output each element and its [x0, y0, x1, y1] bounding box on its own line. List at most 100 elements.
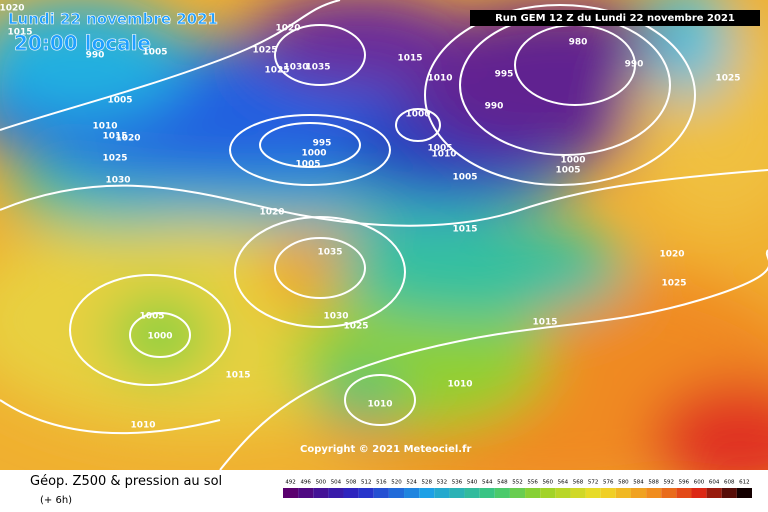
colorbar-label: 500 — [316, 480, 327, 486]
colorbar-label: 508 — [346, 480, 357, 486]
colorbar-cell — [449, 488, 465, 498]
isobar-label: 995 — [495, 70, 514, 80]
colorbar-label: 540 — [467, 480, 478, 486]
isobar-label: 990 — [86, 51, 105, 61]
colorbar-cell — [479, 488, 495, 498]
colorbar-label: 564 — [558, 480, 569, 486]
isobar-label: 1005 — [555, 166, 580, 176]
isobar-label: 1005 — [139, 312, 164, 322]
footer-title: Géop. Z500 & pression au sol — [30, 474, 222, 489]
isobar-label: 1005 — [142, 48, 167, 58]
isobar-label: 1030 — [105, 176, 130, 186]
colorbar: 492 496 500 504 508 512 516 520 524 528 532 536 540 5… — [283, 480, 752, 498]
colorbar-cell — [661, 488, 677, 498]
colorbar-cell — [630, 488, 647, 498]
colorbar-label: 524 — [406, 480, 417, 486]
colorbar-cell — [358, 488, 374, 498]
colorbar-cell — [343, 488, 359, 498]
colorbar-cell — [646, 488, 662, 498]
colorbar-label: 492 — [285, 480, 296, 486]
colorbar-cell — [676, 488, 692, 498]
colorbar-cell — [313, 488, 329, 498]
run-banner — [470, 10, 760, 26]
isobar-label: 1005 — [107, 96, 132, 106]
isobar-label: 1000 — [301, 149, 326, 159]
colorbar-label: 584 — [633, 480, 644, 486]
colorbar-label: 612 — [739, 480, 750, 486]
colorbar-cell — [373, 488, 389, 498]
colorbar-label: 536 — [452, 480, 463, 486]
colorbar-label: 568 — [573, 480, 584, 486]
isobar-label: 1015 — [225, 371, 250, 381]
colorbar-label: 552 — [512, 480, 523, 486]
isobar-label: 1030 — [323, 312, 348, 322]
colorbar-label: 496 — [300, 480, 311, 486]
isobar-label: 1020 — [0, 4, 25, 14]
colorbar-label: 512 — [361, 480, 372, 486]
isobar-label: 1025 — [252, 46, 277, 56]
colorbar-label: 560 — [543, 480, 554, 486]
colorbar-label: 572 — [588, 480, 599, 486]
isobar-label: 1010 — [427, 74, 452, 84]
colorbar-label: 516 — [376, 480, 387, 486]
isobar-label: 1025 — [102, 154, 127, 164]
date-label: Lundi 22 novembre 2021 — [8, 10, 218, 28]
colorbar-label: 576 — [603, 480, 614, 486]
colorbar-cell — [494, 488, 510, 498]
colorbar-cell — [419, 488, 435, 498]
colorbar-cell — [328, 488, 344, 498]
isobar-label: 1020 — [659, 250, 684, 260]
isobar-label: 1020 — [275, 24, 300, 34]
colorbar-label: 596 — [679, 480, 690, 486]
isobar-label: 1015 — [532, 318, 557, 328]
isobar-label: 1005 — [452, 173, 477, 183]
colorbar-cell — [283, 488, 299, 498]
colorbar-cell — [691, 488, 707, 498]
colorbar-label: 528 — [421, 480, 432, 486]
colorbar-cell — [540, 488, 556, 498]
colorbar-label: 588 — [648, 480, 659, 486]
isobar-label: 1015 — [7, 28, 32, 38]
footer-step: (+ 6h) — [40, 495, 72, 506]
colorbar-cell — [388, 488, 405, 498]
colorbar-label: 600 — [694, 480, 705, 486]
isobar-label: 1000 — [405, 110, 430, 120]
isobar-label: 1000 — [560, 156, 585, 166]
isobar-label: 1035 — [305, 63, 330, 73]
colorbar-label: 548 — [497, 480, 508, 486]
colorbar-cell — [555, 488, 571, 498]
colorbar-cell — [509, 488, 526, 498]
colorbar-cell — [404, 488, 420, 498]
colorbar-cell — [585, 488, 601, 498]
isobar-label: 1010 — [92, 122, 117, 132]
colorbar-label: 580 — [618, 480, 629, 486]
colorbar-cell — [721, 488, 737, 498]
isobar-label: 980 — [569, 38, 588, 48]
isobar-label: 1025 — [264, 66, 289, 76]
colorbar-cell — [600, 488, 616, 498]
isobar-label: 1005 — [427, 144, 452, 154]
isobar-label: 1005 — [295, 160, 320, 170]
isobar-label: 1010 — [367, 400, 392, 410]
isobar-label: 1025 — [715, 74, 740, 84]
time-label: 20:00 locale — [14, 31, 151, 55]
copyright: Copyright © 2021 Meteociel.fr — [300, 444, 471, 455]
colorbar-cell — [525, 488, 541, 498]
isobar-label: 1025 — [661, 279, 686, 289]
isobar-label: 1020 — [259, 208, 284, 218]
colorbar-cell — [464, 488, 480, 498]
colorbar-label: 520 — [391, 480, 402, 486]
isobar-label: 990 — [625, 60, 644, 70]
colorbar-label: 544 — [482, 480, 493, 486]
colorbar-cell — [298, 488, 314, 498]
run-label: Run GEM 12 Z du Lundi 22 novembre 2021 — [495, 13, 735, 24]
isobar-label: 1035 — [317, 248, 342, 258]
isobar-label: 1015 — [397, 54, 422, 64]
isobar-label: 990 — [485, 102, 504, 112]
colorbar-cell — [736, 488, 752, 498]
geopotential-field — [0, 0, 768, 470]
isobar-label: 1010 — [447, 380, 472, 390]
isobar-label: 1000 — [147, 332, 172, 342]
isobar-label: 1010 — [130, 421, 155, 431]
colorbar-label: 556 — [527, 480, 538, 486]
